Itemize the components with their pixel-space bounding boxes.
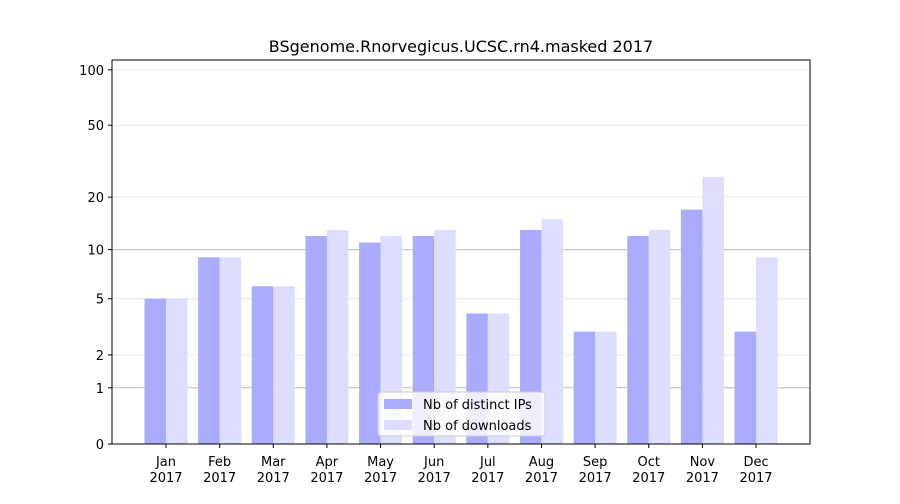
- y-tick-label: 100: [79, 64, 104, 79]
- y-tick-label: 0: [96, 438, 104, 453]
- x-tick-label: Jun 2017: [418, 455, 451, 486]
- bar: [144, 298, 166, 444]
- x-tick-label: Jan 2017: [149, 455, 182, 486]
- x-tick-label: Nov 2017: [686, 455, 719, 486]
- legend-label: Nb of downloads: [423, 419, 532, 434]
- x-tick-label: Oct 2017: [632, 455, 665, 486]
- bar: [305, 236, 327, 444]
- legend-box: [377, 391, 546, 437]
- x-tick-label: Apr 2017: [310, 455, 343, 486]
- bar: [326, 230, 349, 444]
- bar: [595, 331, 617, 444]
- y-tick-label: 5: [96, 293, 104, 308]
- y-tick-label: 1: [96, 382, 104, 397]
- bar: [734, 331, 757, 444]
- bar: [166, 298, 188, 444]
- bar: [519, 230, 542, 444]
- y-tick-label: 20: [87, 191, 104, 206]
- bar: [251, 286, 274, 444]
- y-tick-label: 10: [87, 244, 104, 259]
- bar: [198, 257, 220, 444]
- bar: [680, 209, 703, 444]
- legend-swatch: [384, 420, 412, 430]
- bar: [756, 257, 778, 444]
- x-tick-label: Sep 2017: [579, 455, 612, 486]
- y-tick-label: 2: [96, 349, 104, 364]
- x-tick-label: Feb 2017: [203, 455, 236, 486]
- legend-label: Nb of distinct IPs: [423, 398, 532, 413]
- bar: [434, 230, 456, 444]
- plot-frame: [111, 59, 811, 445]
- x-tick-label: Mar 2017: [257, 455, 290, 486]
- x-tick-label: Dec 2017: [739, 455, 772, 486]
- bar: [702, 176, 724, 444]
- x-tick-label: Jul 2017: [471, 455, 504, 486]
- bar: [541, 219, 563, 444]
- bar: [573, 331, 596, 444]
- bar: [273, 286, 295, 444]
- bar: [648, 230, 671, 444]
- bar: [627, 236, 649, 444]
- x-tick-label: May 2017: [364, 455, 397, 486]
- x-tick-label: Aug 2017: [525, 455, 558, 486]
- bar: [219, 257, 242, 444]
- bar: [359, 242, 381, 444]
- y-tick-label: 50: [87, 119, 104, 134]
- chart-title: BSgenome.Rnorvegicus.UCSC.rn4.masked 201…: [269, 37, 653, 56]
- legend-swatch: [384, 399, 412, 409]
